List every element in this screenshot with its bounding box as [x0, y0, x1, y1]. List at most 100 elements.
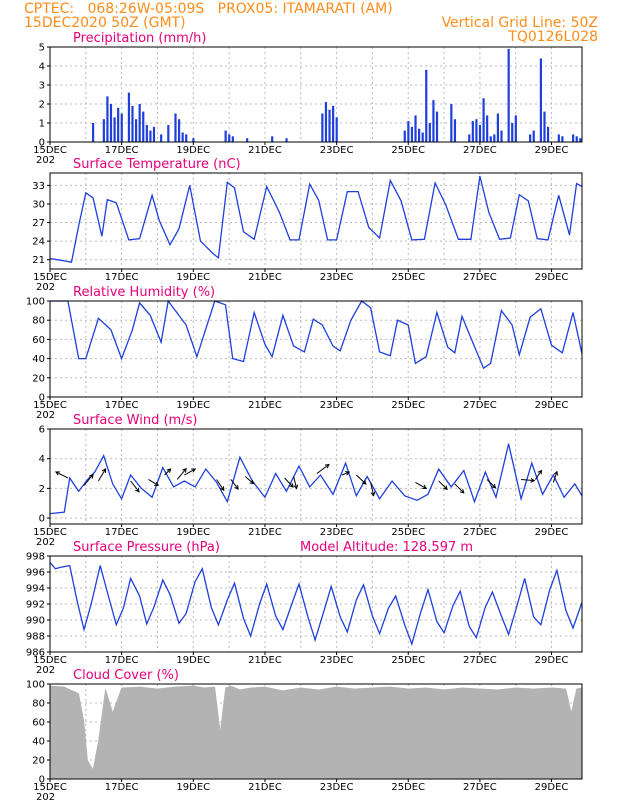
precip-bar	[450, 104, 453, 142]
y-tick-label: 27	[32, 218, 45, 229]
y-tick-label: 6	[39, 425, 45, 436]
precip-bar	[328, 109, 331, 142]
x-tick-label: 23DEC	[320, 527, 354, 538]
x-tick-label: 21DEC	[248, 272, 282, 283]
x-tick-label: 21DEC	[248, 655, 282, 666]
wind-arrow	[438, 480, 448, 490]
y-tick-label: 21	[32, 255, 45, 266]
x-tick-label: 29DEC	[535, 400, 569, 411]
panel-annotation: Model Altitude: 128.597 m	[300, 540, 473, 555]
x-tick-label: 27DEC	[463, 655, 497, 666]
wind-arrow	[316, 464, 330, 474]
precip-bar	[482, 98, 485, 142]
y-tick-label: 4	[39, 62, 45, 73]
pressure-line	[49, 561, 583, 647]
precip-bar	[489, 136, 492, 142]
x-year-label: 202	[36, 665, 55, 676]
precip-bar	[579, 138, 582, 142]
wind-arrow-head	[361, 480, 367, 485]
wind-arrow-head	[553, 470, 559, 476]
precip-bar	[514, 115, 517, 142]
x-tick-label: 25DEC	[391, 272, 425, 283]
x-tick-label: 21DEC	[248, 400, 282, 411]
precip-bar	[453, 119, 457, 142]
wind-arrow	[552, 471, 558, 483]
wind-arrow-head	[370, 491, 376, 497]
precip-bar	[138, 104, 141, 142]
wind-arrow-head	[54, 471, 60, 476]
y-tick-label: 998	[26, 552, 45, 563]
precip-bar	[532, 130, 535, 142]
x-tick-label: 21DEC	[248, 145, 282, 156]
wind-arrow	[535, 470, 542, 480]
precip-bar	[102, 119, 105, 142]
x-tick-label: 29DEC	[535, 527, 569, 538]
x-tick-label: 17DEC	[105, 655, 139, 666]
precip-bar	[511, 123, 514, 142]
x-tick-label: 17DEC	[105, 145, 139, 156]
precip-bar	[181, 132, 184, 142]
precip-bar	[177, 119, 181, 142]
x-tick-label: 15DEC	[33, 782, 67, 793]
y-tick-label: 40	[32, 737, 45, 748]
x-tick-label: 23DEC	[320, 145, 354, 156]
panel-title: Surface Wind (m/s)	[73, 413, 197, 428]
wind-arrow	[55, 471, 69, 479]
panel-precipitation: 0 1 2 3 4 5 15DEC 17DEC 19DEC 21DEC 23DEC 25DEC 27DE…	[33, 31, 583, 166]
wind-arrow	[148, 479, 159, 486]
wind-arrow	[83, 474, 94, 486]
precip-bar	[471, 121, 474, 142]
precip-bar	[468, 134, 471, 142]
x-tick-label: 27DEC	[463, 527, 497, 538]
y-tick-label: 0	[39, 514, 45, 525]
x-tick-label: 27DEC	[463, 145, 497, 156]
y-tick-label: 1	[39, 119, 45, 130]
wind-arrow-head	[324, 463, 330, 469]
panel-title: Relative Humidity (%)	[73, 285, 215, 300]
panel-pressure: 986 988 990 992 994 996 998 15DEC 17DEC 19DEC 21DE…	[26, 540, 583, 676]
y-tick-label: 0	[39, 775, 45, 786]
humidity-line	[50, 299, 583, 370]
x-tick-label: 21DEC	[248, 527, 282, 538]
wind-arrow	[415, 482, 427, 489]
y-tick-label: 80	[32, 699, 45, 710]
wind-arrow-head	[459, 488, 465, 494]
wind-arrow-head	[249, 479, 255, 485]
x-tick-label: 29DEC	[535, 655, 569, 666]
precip-bar	[192, 138, 195, 142]
wind-arrow-head	[89, 473, 94, 479]
precip-bar	[109, 104, 113, 142]
precip-bar	[145, 124, 148, 142]
y-tick-label: 996	[26, 568, 45, 579]
wind-arrow	[216, 479, 225, 491]
x-tick-label: 15DEC	[33, 655, 67, 666]
precip-bar	[142, 111, 145, 142]
panel-title: Surface Temperature (nC)	[73, 157, 241, 172]
precip-bar	[496, 113, 500, 142]
wind-arrow	[370, 482, 375, 496]
precip-bar	[174, 113, 177, 142]
wind-arrow-head	[293, 484, 299, 490]
wind-arrow-head	[154, 481, 160, 487]
x-tick-label: 19DEC	[176, 782, 210, 793]
precip-bar	[152, 126, 156, 142]
precip-bar	[557, 134, 560, 142]
wind-arrow-head	[443, 485, 448, 491]
y-tick-label: 33	[32, 181, 45, 192]
x-tick-label: 15DEC	[33, 400, 67, 411]
precip-bar	[428, 123, 431, 142]
x-year-label: 202	[36, 410, 55, 421]
precip-bar	[407, 121, 410, 142]
panel-frame	[49, 300, 583, 398]
wind-arrow	[130, 480, 140, 493]
x-year-label: 202	[36, 792, 55, 800]
x-tick-label: 29DEC	[535, 272, 569, 283]
x-tick-label: 21DEC	[248, 782, 282, 793]
x-tick-label: 17DEC	[105, 272, 139, 283]
wind-arrow-head	[220, 486, 225, 492]
x-tick-label: 25DEC	[391, 782, 425, 793]
wind-arrow	[176, 468, 187, 480]
precip-bar	[425, 69, 428, 142]
precip-bar	[539, 58, 543, 142]
